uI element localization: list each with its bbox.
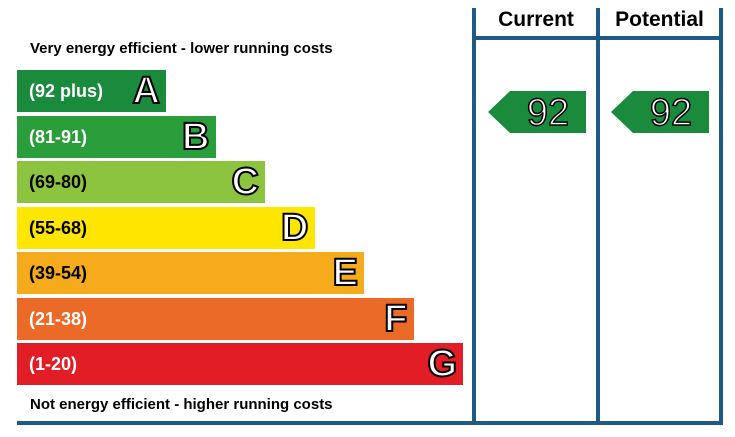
band-c: (69-80) C <box>17 160 265 204</box>
band-range-c: (69-80) <box>29 172 88 192</box>
divider-middle <box>596 8 600 424</box>
divider-left <box>472 8 476 424</box>
arrow-fill <box>611 91 709 133</box>
baseline-rule <box>17 421 723 425</box>
header-rule <box>472 36 723 40</box>
band-g: (1-20) G <box>17 342 463 386</box>
band-letter-c: C <box>231 160 260 204</box>
band-range-g: (1-20) <box>29 354 78 374</box>
band-letter-d: D <box>280 206 309 250</box>
band-b: (81-91) B <box>17 115 216 159</box>
band-letter-b: B <box>181 115 210 159</box>
potential-header: Potential <box>615 8 704 31</box>
divider-right <box>719 8 723 424</box>
band-letter-f: F <box>383 297 408 341</box>
potential-arrow-shape <box>611 91 709 133</box>
current-rating-arrow: 92 <box>488 91 586 135</box>
potential-rating-arrow: 92 <box>611 91 709 135</box>
band-d: (55-68) D <box>17 206 315 250</box>
current-arrow-shape <box>488 91 586 133</box>
band-range-f: (21-38) <box>29 308 88 329</box>
band-e: (39-54) E <box>17 251 364 295</box>
band-letter-g: G <box>426 342 458 386</box>
current-rating-value: 92 <box>526 91 570 135</box>
band-range-d: (55-68) <box>29 217 88 238</box>
current-header: Current <box>498 8 574 31</box>
band-range-b: (81-91) <box>29 126 88 147</box>
top-note: Very energy efficient - lower running co… <box>30 40 333 57</box>
arrow-fill <box>488 91 586 133</box>
potential-rating-value: 92 <box>649 91 693 135</box>
band-f: (21-38) F <box>17 297 414 341</box>
band-range-a: (92 plus) <box>29 81 104 101</box>
bottom-note: Not energy efficient - higher running co… <box>30 396 333 413</box>
band-letter-e: E <box>332 251 359 295</box>
band-letter-a: A <box>132 69 161 113</box>
band-a: (92 plus) A <box>17 69 166 113</box>
band-range-e: (39-54) <box>29 263 88 283</box>
